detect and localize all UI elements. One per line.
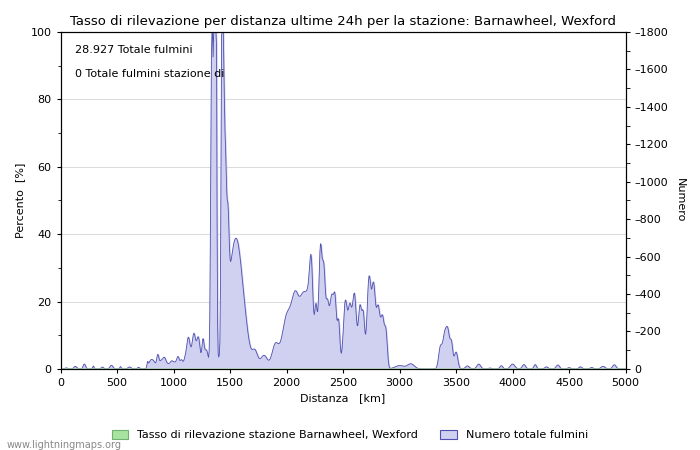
Legend: Tasso di rilevazione stazione Barnawheel, Wexford, Numero totale fulmini: Tasso di rilevazione stazione Barnawheel…: [107, 425, 593, 445]
Y-axis label: Percento  [%]: Percento [%]: [15, 163, 25, 238]
Text: 0 Totale fulmini stazione di: 0 Totale fulmini stazione di: [75, 69, 224, 79]
Title: Tasso di rilevazione per distanza ultime 24h per la stazione: Barnawheel, Wexfor: Tasso di rilevazione per distanza ultime…: [70, 15, 616, 28]
Text: www.lightningmaps.org: www.lightningmaps.org: [7, 440, 122, 450]
Y-axis label: Numero: Numero: [675, 178, 685, 223]
Text: 28.927 Totale fulmini: 28.927 Totale fulmini: [75, 45, 192, 55]
X-axis label: Distanza   [km]: Distanza [km]: [300, 393, 386, 404]
